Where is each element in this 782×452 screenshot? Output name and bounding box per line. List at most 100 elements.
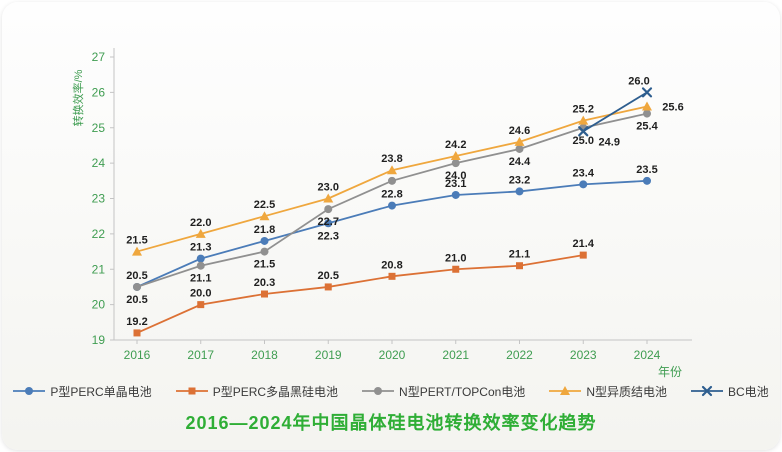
- data-point-marker: [514, 136, 525, 146]
- legend-marker-icon: [175, 387, 208, 395]
- data-point-marker: [25, 387, 34, 395]
- legend-label: BC电池: [727, 384, 769, 399]
- data-point-marker: [196, 254, 205, 263]
- legend-label: N型异质结电池: [586, 384, 667, 399]
- data-point-label: 24.0: [445, 170, 466, 182]
- data-point-marker: [197, 301, 205, 309]
- data-point-marker: [388, 272, 396, 280]
- data-point-marker: [323, 193, 334, 203]
- data-point-marker: [133, 282, 141, 291]
- data-point-label: 23.1: [445, 178, 466, 190]
- data-point-marker: [643, 176, 651, 185]
- data-point-marker: [261, 290, 268, 298]
- x-axis-title: 年份: [658, 365, 682, 379]
- legend-item-5: BC电池: [690, 383, 769, 400]
- data-point-marker: [259, 211, 270, 221]
- data-point-label: 20.5: [318, 270, 339, 282]
- data-point-marker: [515, 144, 524, 153]
- data-point-marker: [133, 329, 141, 337]
- data-point-marker: [260, 247, 269, 256]
- data-point-label: 26.0: [628, 75, 649, 87]
- y-tick-label: 19: [92, 333, 106, 347]
- data-point-label: 20.8: [381, 259, 402, 271]
- legend-item-4: N型异质结电池: [549, 383, 667, 400]
- data-point-marker: [260, 236, 269, 245]
- data-point-marker: [450, 151, 461, 161]
- data-point-label: 23.0: [318, 182, 339, 194]
- chart-legend: P型PERC单晶电池 P型PERC多晶黑硅电池 N型PERT/TOPCon电池 N型异…: [2, 382, 780, 400]
- y-tick-label: 24: [92, 156, 106, 170]
- y-tick-label: 26: [92, 85, 106, 99]
- data-point-label: 22.0: [190, 217, 211, 229]
- y-tick-label: 20: [92, 298, 106, 312]
- x-tick-label: 2023: [570, 348, 597, 362]
- data-point-label: 22.3: [318, 230, 339, 242]
- data-point-label: 21.1: [509, 249, 530, 261]
- data-point-label: 25.2: [573, 104, 594, 116]
- data-point-label: 23.2: [509, 174, 530, 186]
- data-point-marker: [579, 251, 587, 259]
- data-point-marker: [560, 386, 571, 395]
- legend-item-3: N型PERT/TOPCon电池: [362, 383, 525, 400]
- data-point-label: 24.6: [509, 125, 530, 137]
- y-tick-label: 25: [92, 121, 106, 135]
- data-point-label: 21.5: [126, 235, 147, 247]
- data-point-label: 25.0: [573, 135, 594, 147]
- y-tick-label: 23: [92, 192, 106, 206]
- series-line: [136, 254, 584, 334]
- x-tick-label: 2022: [506, 348, 533, 362]
- data-point-label: 20.5: [126, 294, 147, 306]
- series-5: 24.9 26.0: [578, 75, 653, 148]
- data-point-marker: [452, 265, 460, 273]
- data-point-label: 20.3: [254, 277, 275, 289]
- legend-marker-icon: [362, 387, 395, 395]
- legend-label: N型PERT/TOPCon电池: [399, 384, 526, 399]
- data-point-label: 23.5: [636, 164, 657, 176]
- data-point-marker: [374, 387, 383, 395]
- data-point-marker: [387, 165, 397, 175]
- data-point-marker: [388, 201, 396, 210]
- x-tick-label: 2020: [379, 348, 406, 362]
- data-point-label: 21.4: [573, 238, 595, 250]
- data-point-marker: [324, 205, 333, 214]
- legend-item-2: P型PERC多晶黑硅电池: [175, 383, 338, 400]
- data-point-marker: [324, 283, 332, 291]
- data-point-label: 24.2: [445, 139, 466, 151]
- x-tick-label: 2016: [124, 348, 151, 362]
- data-point-marker: [642, 101, 652, 111]
- data-point-label: 21.5: [254, 259, 275, 271]
- data-point-marker: [578, 115, 589, 125]
- y-tick-label: 21: [92, 262, 106, 276]
- data-point-label: 25.6: [662, 102, 683, 114]
- data-point-label: 19.2: [126, 316, 147, 328]
- data-point-label: 23.8: [381, 153, 402, 165]
- legend-item-1: P型PERC单晶电池: [13, 383, 152, 400]
- data-point-marker: [515, 187, 524, 196]
- series-line: [582, 91, 648, 133]
- data-point-label: 22.5: [254, 199, 275, 211]
- data-point-label: 22.7: [318, 216, 339, 228]
- data-point-marker: [451, 190, 460, 199]
- legend-marker-icon: [549, 386, 582, 395]
- data-point-label: 24.4: [509, 156, 531, 168]
- series-1: 20.5 21.3 21.8 22.3 22.8 23.1 23.2 23.4 23.5: [126, 164, 658, 291]
- legend-marker-icon: [690, 385, 723, 397]
- x-tick-label: 2017: [187, 348, 214, 362]
- data-point-label: 25.4: [636, 121, 658, 133]
- data-point-label: 21.0: [445, 252, 466, 264]
- chart-title: 2016—2024年中国晶体硅电池转换效率变化趋势: [185, 413, 597, 433]
- y-tick-label: 27: [92, 50, 106, 64]
- x-tick-label: 2018: [251, 348, 278, 362]
- series-3: 20.5 21.1 21.5 22.7 24.0 24.4 25.0 25.4: [126, 109, 659, 306]
- legend-label: P型PERC单晶电池: [50, 384, 152, 399]
- data-point-label: 23.4: [573, 167, 595, 179]
- x-tick-label: 2021: [442, 348, 469, 362]
- y-axis-title: 转换效率/%: [71, 69, 85, 126]
- data-point-marker: [451, 159, 460, 168]
- data-point-marker: [195, 228, 206, 238]
- y-tick-label: 22: [92, 227, 106, 241]
- data-point-label: 24.9: [599, 136, 620, 148]
- data-point-marker: [188, 387, 196, 395]
